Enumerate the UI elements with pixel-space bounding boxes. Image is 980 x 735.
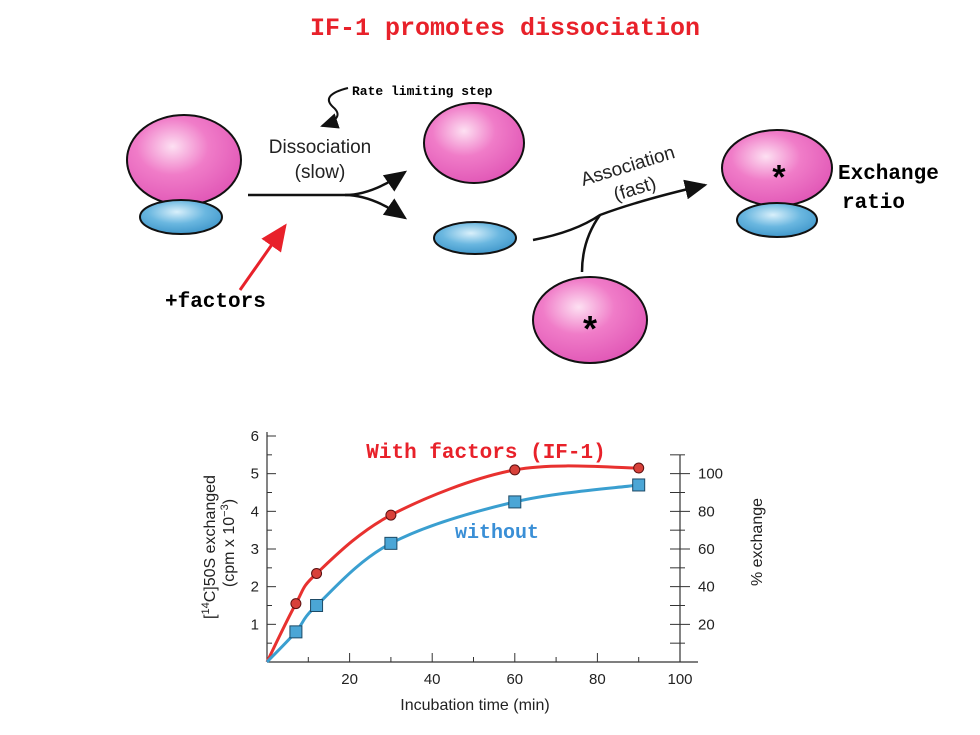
data-point-with-factors [509,464,521,476]
small-subunit-right [736,202,818,238]
data-point-with-factors [311,567,323,579]
large-subunit-labeled [532,276,648,364]
series-line-0 [265,464,639,663]
association-arrow-branch [580,214,602,273]
y-tick-label: 4 [251,503,259,520]
data-point-without [384,536,398,550]
page-title: IF-1 promotes dissociation [309,14,701,43]
y-tick-label: 3 [251,541,259,558]
dissociation-arrow-lower [344,193,408,220]
data-point-without [632,478,646,492]
chart-axes: 1 2 3 4 5 6 20 40 60 80 100 20 40 60 80 100 [251,428,723,688]
data-point-with-factors [385,509,397,521]
data-point-without [508,495,522,509]
y2-axis-label: % exchange [749,498,766,586]
rate-limiting-label: Rate limiting step [352,84,493,99]
x-tick-label: 40 [424,671,441,688]
x-tick-label: 100 [667,671,692,688]
small-subunit-left [139,199,223,235]
data-point-without [289,625,303,639]
chart-series [265,462,646,664]
series-line-1 [265,483,639,664]
star-marker-right: * [769,163,789,201]
small-subunit-free [433,221,517,255]
ratio-label: ratio [842,192,905,215]
y2-tick-label: 80 [698,503,715,520]
series-label-with-factors: With factors (IF-1) [366,442,605,465]
large-subunit-left [126,114,242,206]
y-tick-label: 1 [251,616,259,633]
factors-label: +factors [165,291,266,314]
y-tick-label: 6 [251,428,259,445]
dissociation-label: Dissociation [269,137,371,158]
squiggle-arrow [320,87,349,129]
data-point-with-factors [633,462,645,474]
x-tick-label: 20 [341,671,358,688]
x-tick-label: 80 [589,671,606,688]
data-point-with-factors [290,598,302,610]
factor-arrow [238,223,287,291]
exchange-chart: 1 2 3 4 5 6 20 40 60 80 100 20 40 60 80 100 Incubation … [200,428,766,714]
y2-tick-label: 40 [698,579,715,596]
y-tick-label: 5 [251,466,259,483]
y2-tick-label: 20 [698,616,715,633]
x-tick-label: 60 [506,671,523,688]
y-axis-label-line2: (cpm x 10−3) [219,499,238,587]
large-subunit-free [423,102,525,184]
dissociation-diagram: Dissociation (slow) Rate limiting step +… [126,84,939,364]
dissociation-sub-label: (slow) [295,162,346,183]
y2-tick-label: 100 [698,466,723,483]
y-axis-label-line1: [14C]50S exchanged [200,475,219,619]
y-tick-label: 2 [251,579,259,596]
data-point-without [310,599,324,612]
star-marker: * [579,312,601,353]
x-axis-label: Incubation time (min) [400,697,549,714]
exchange-label: Exchange [838,163,939,186]
association-arrow [532,179,708,242]
y2-tick-label: 60 [698,541,715,558]
series-label-without: without [455,522,539,545]
